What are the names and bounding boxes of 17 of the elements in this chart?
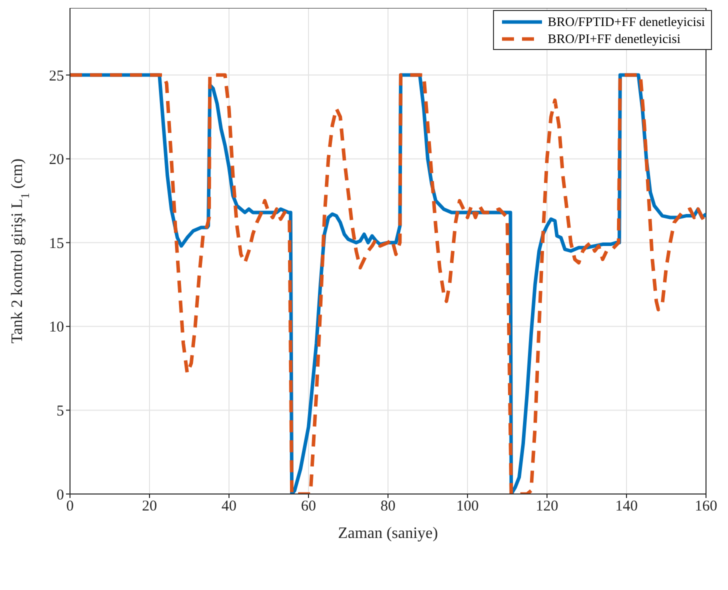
- y-tick-label: 20: [49, 152, 64, 168]
- y-tick-label: 0: [56, 487, 64, 504]
- x-tick-label: 140: [615, 498, 638, 515]
- x-tick-label: 160: [694, 498, 718, 515]
- x-tick-label: 20: [142, 498, 157, 515]
- x-tick-label: 120: [536, 498, 558, 515]
- x-tick-label: 80: [380, 498, 396, 515]
- y-tick-label: 5: [56, 404, 64, 420]
- x-tick-label: 100: [456, 498, 479, 515]
- y-tick-label: 10: [49, 320, 64, 336]
- legend-label: BRO/FPTID+FF denetleyicisi: [548, 13, 705, 30]
- x-axis-title: Zaman (saniye): [338, 525, 438, 542]
- y-tick-label: 25: [49, 68, 64, 84]
- x-tick-label: 60: [301, 498, 316, 515]
- y-tick-label: 15: [49, 236, 64, 252]
- legend-label: BRO/PI+FF denetleyicisi: [548, 30, 680, 47]
- x-tick-label: 40: [222, 498, 236, 515]
